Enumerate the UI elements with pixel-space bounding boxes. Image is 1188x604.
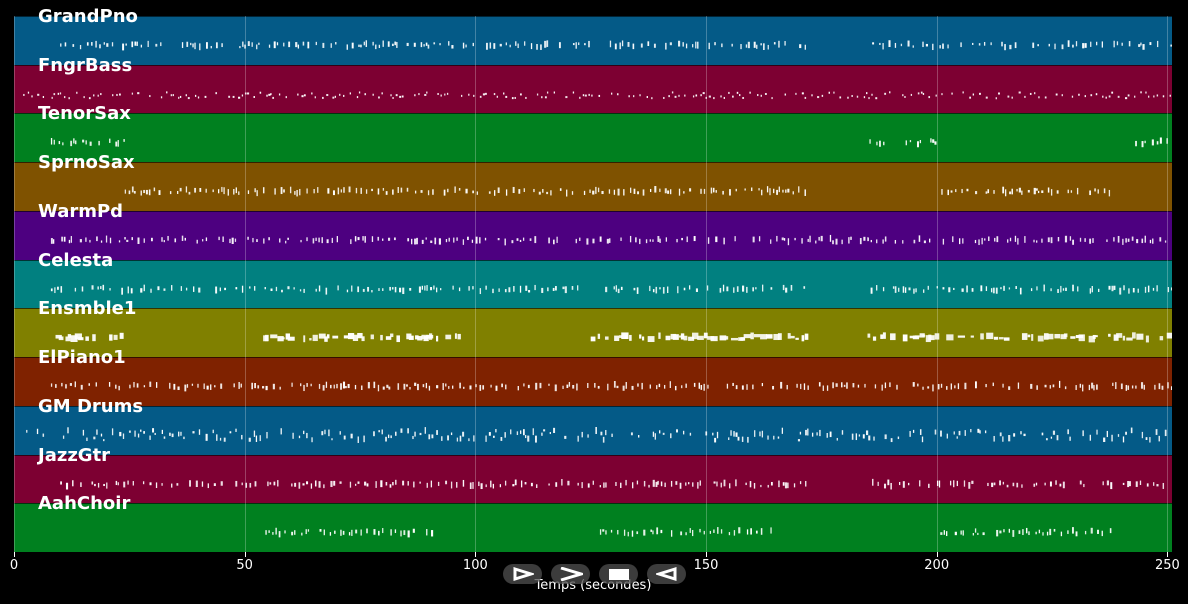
piano-roll-plot: GrandPno FngrBass TenorSax SprnoSax WarmPd Ce… [14, 7, 1172, 552]
track-aahchoir: AahChoir [14, 494, 1172, 552]
gridline [936, 16, 938, 552]
x-tick-label: 0 [9, 558, 19, 573]
play-button[interactable] [551, 564, 590, 584]
note-events [60, 40, 1172, 51]
play-icon [559, 567, 583, 581]
gridline [244, 16, 246, 552]
x-tick-label: 100 [462, 558, 488, 573]
back-icon [655, 567, 678, 581]
x-tick [14, 552, 15, 557]
track-label: SprnoSax [38, 152, 135, 174]
x-tick [936, 552, 938, 557]
track-label: ElPiano1 [38, 347, 126, 369]
note-events [50, 234, 1167, 246]
track-sprnosax: SprnoSax [14, 153, 1172, 211]
playback-controls [503, 564, 686, 584]
note-events [26, 426, 1167, 443]
x-tick [706, 552, 708, 557]
note-events [265, 527, 1112, 538]
track-gm-drums: GM Drums [14, 396, 1172, 455]
track-fngrbass: FngrBass [14, 55, 1172, 114]
track-label: TenorSax [38, 103, 131, 125]
track-label: AahChoir [38, 493, 131, 515]
track-label: GM Drums [38, 395, 144, 417]
track-warmpd: WarmPd [14, 201, 1172, 260]
note-events [55, 332, 1172, 343]
track-jazzgtr: JazzGtr [14, 445, 1172, 504]
x-tick [475, 552, 477, 557]
track-label: WarmPd [38, 200, 124, 222]
x-tick-label: 50 [236, 558, 253, 573]
gridline [706, 16, 708, 552]
track-grandpno: GrandPno [14, 7, 1172, 65]
rewind-icon [512, 567, 534, 581]
gridline [475, 16, 477, 552]
track-label: JazzGtr [38, 444, 111, 466]
back-button[interactable] [647, 564, 686, 584]
track-tenorsax: TenorSax [14, 104, 1172, 163]
track-label: GrandPno [38, 6, 138, 27]
track-celesta: Celesta [14, 250, 1172, 309]
track-ensmble1: Ensmble1 [14, 299, 1172, 358]
stop-icon [608, 568, 630, 581]
x-tick [244, 552, 246, 557]
track-elpiano1: ElPiano1 [14, 348, 1172, 406]
x-tick [1167, 552, 1169, 557]
x-tick-label: 150 [693, 558, 719, 573]
gridline [14, 16, 15, 552]
rewind-button[interactable] [503, 564, 542, 584]
x-tick-label: 250 [1154, 558, 1180, 573]
track-label: Ensmble1 [38, 298, 137, 320]
note-events [50, 284, 1172, 295]
note-events [50, 380, 1172, 392]
x-tick-label: 200 [924, 558, 950, 573]
stop-button[interactable] [599, 564, 638, 584]
note-events [50, 137, 1168, 148]
note-events [23, 91, 1171, 99]
track-label: FngrBass [38, 54, 133, 76]
note-events [60, 478, 1165, 490]
track-label: Celesta [38, 249, 114, 271]
gridline [1167, 16, 1169, 552]
note-events [124, 186, 1111, 197]
